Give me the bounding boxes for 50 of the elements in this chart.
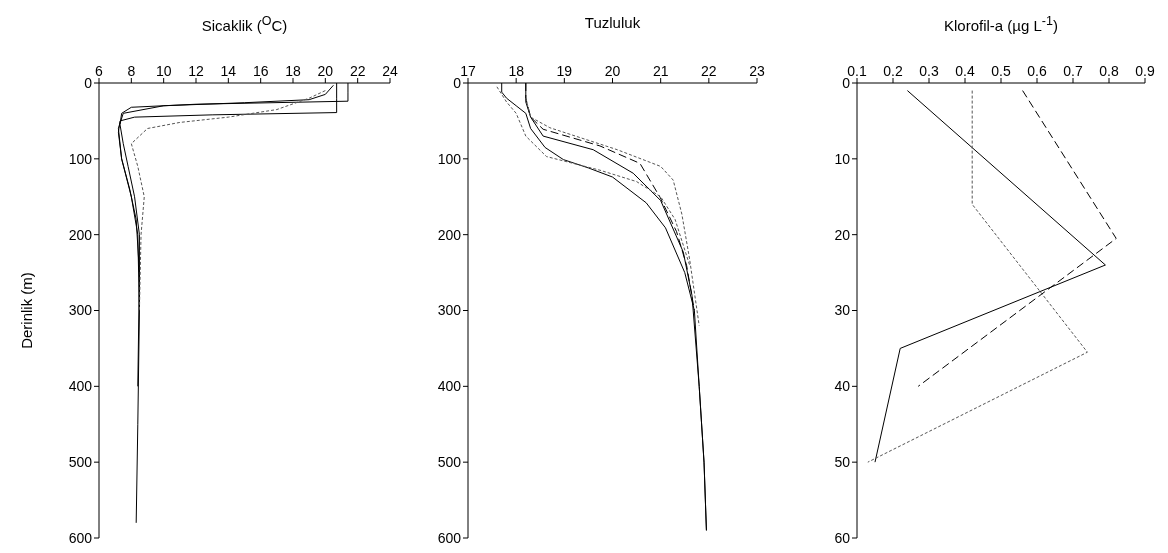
y-tick-label: 200 xyxy=(437,226,462,243)
x-tick-label: 0.2 xyxy=(883,63,903,79)
x-tick-label: 19 xyxy=(556,63,573,79)
x-tick-label: 0.3 xyxy=(919,63,939,79)
x-tick-label: 6 xyxy=(95,63,104,79)
x-tick-label: 0.8 xyxy=(1099,63,1119,79)
x-tick-label: 20 xyxy=(604,63,621,79)
x-tick-label: 12 xyxy=(188,63,204,79)
x-tick-label: 20 xyxy=(317,63,334,79)
x-tick-label: 14 xyxy=(220,63,237,79)
x-tick-label: 10 xyxy=(155,63,172,79)
y-tick-label: 500 xyxy=(437,454,462,471)
x-tick-label: 22 xyxy=(349,63,366,79)
x-tick-label: 0.6 xyxy=(1027,63,1047,79)
x-tick-label: 8 xyxy=(127,63,136,79)
y-tick-label: 600 xyxy=(437,529,462,546)
x-tick-label: 0.5 xyxy=(991,63,1011,79)
y-tick-label: 400 xyxy=(437,378,462,395)
y-tick-label: 600 xyxy=(68,529,93,546)
x-tick-label: 18 xyxy=(508,63,525,79)
x-tick-label: 21 xyxy=(652,63,669,79)
y-tick-label: 0 xyxy=(453,74,462,91)
y-tick-label: 300 xyxy=(437,302,462,319)
x-tick-label: 0.9 xyxy=(1135,63,1155,79)
y-tick-label: 300 xyxy=(68,302,93,319)
x-tick-label: 22 xyxy=(701,63,717,79)
y-tick-label: 20 xyxy=(834,226,851,243)
y-tick-label: 0 xyxy=(84,74,93,91)
chart-title: Tuzluluk xyxy=(583,14,642,31)
y-axis-title: Derinlik (m) xyxy=(18,272,36,349)
y-tick-label: 60 xyxy=(834,529,851,546)
y-tick-label: 30 xyxy=(834,302,851,319)
x-tick-label: 0.4 xyxy=(955,63,975,79)
x-tick-label: 16 xyxy=(252,63,269,79)
x-tick-label: 0.1 xyxy=(847,63,867,79)
x-tick-label: 18 xyxy=(285,63,301,79)
y-tick-label: 100 xyxy=(437,150,462,167)
y-tick-label: 10 xyxy=(834,150,851,167)
y-tick-label: 50 xyxy=(834,454,851,471)
y-tick-label: 100 xyxy=(68,150,93,167)
y-tick-label: 40 xyxy=(834,378,851,395)
chart-title: Klorofil-a (µg L$^{-1}$) xyxy=(943,14,1059,34)
x-tick-label: 24 xyxy=(382,63,398,79)
y-tick-label: 400 xyxy=(68,378,93,395)
chart-title: Sicaklik ($^{O}$C) xyxy=(200,14,289,34)
y-tick-label: 200 xyxy=(68,226,93,243)
x-tick-label: 0.7 xyxy=(1063,63,1083,79)
x-tick-label: 23 xyxy=(749,63,765,79)
x-tick-label: 17 xyxy=(460,63,476,79)
y-tick-label: 500 xyxy=(68,454,93,471)
